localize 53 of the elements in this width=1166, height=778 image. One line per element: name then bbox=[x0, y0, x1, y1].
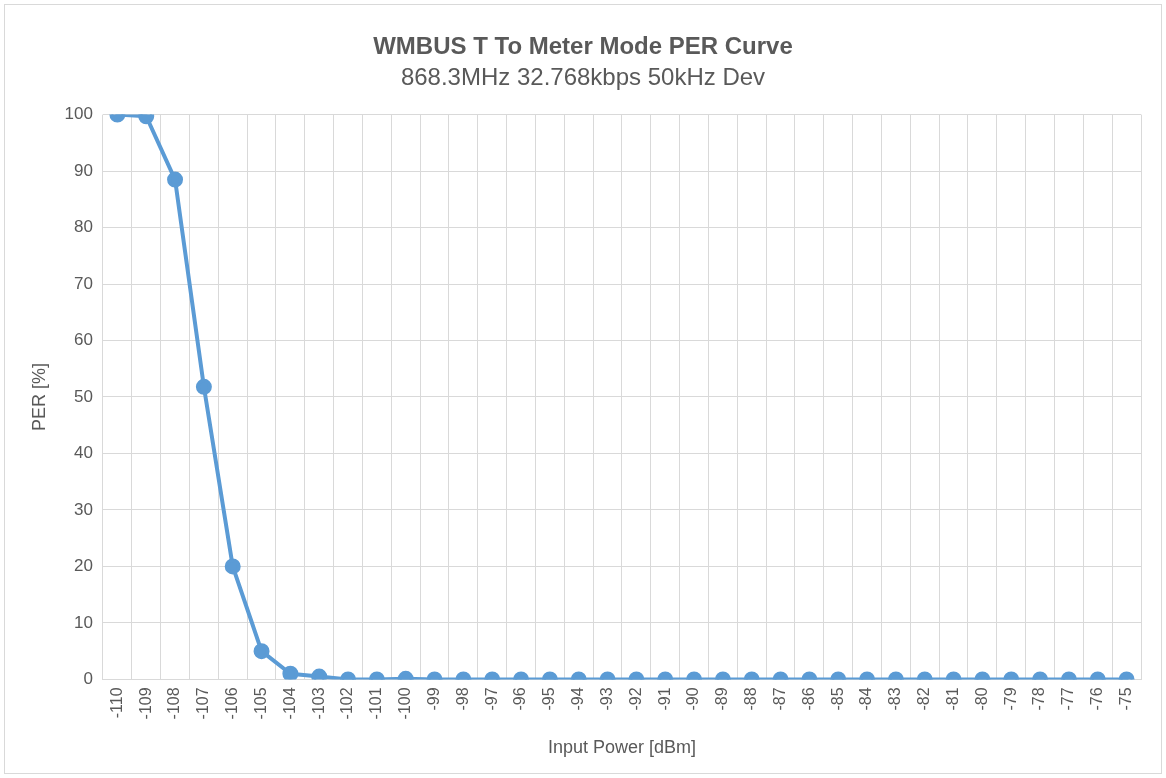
x-tick-label: -80 bbox=[972, 687, 990, 711]
x-tick-label: -88 bbox=[742, 687, 760, 711]
x-tick-label: -79 bbox=[1001, 687, 1019, 711]
x-tick-label: -103 bbox=[309, 687, 327, 720]
point bbox=[195, 378, 212, 395]
x-tick-label: -101 bbox=[367, 687, 385, 720]
x-tick-label: -75 bbox=[1116, 687, 1134, 711]
x-tick-label: -77 bbox=[1059, 687, 1077, 711]
x-tick-label: -96 bbox=[511, 687, 529, 711]
y-tick-label: 80 bbox=[74, 217, 93, 237]
y-tick-label: 50 bbox=[74, 386, 93, 406]
x-tick-label: -102 bbox=[338, 687, 356, 720]
y-tick-label: 40 bbox=[74, 443, 93, 463]
x-tick-label: -99 bbox=[424, 687, 442, 711]
x-tick-label: -100 bbox=[396, 687, 414, 720]
x-tick-label: -98 bbox=[453, 687, 471, 711]
x-tick-label: -83 bbox=[886, 687, 904, 711]
x-tick-label: -92 bbox=[626, 687, 644, 711]
x-tick-label: -109 bbox=[136, 687, 154, 720]
x-tick-label: -86 bbox=[799, 687, 817, 711]
chart-title: WMBUS T To Meter Mode PER Curve bbox=[373, 32, 793, 60]
y-tick-label: 70 bbox=[74, 273, 93, 293]
y-tick-label: 10 bbox=[74, 612, 93, 632]
x-axis-title: Input Power [dBm] bbox=[547, 737, 697, 758]
x-tick-label: -104 bbox=[280, 687, 298, 720]
chart-subtitle: 868.3MHz 32.768kbps 50kHz Dev bbox=[400, 62, 766, 90]
x-tick-label: -78 bbox=[1030, 687, 1048, 711]
x-tick-label: -110 bbox=[107, 687, 125, 719]
x-tick-label: -82 bbox=[915, 687, 933, 711]
x-tick-label: -85 bbox=[828, 687, 846, 711]
y-tick-label: 90 bbox=[74, 160, 93, 180]
x-tick-label: -107 bbox=[194, 687, 212, 720]
x-tick-label: -76 bbox=[1088, 687, 1106, 711]
y-tick-label: 60 bbox=[74, 330, 93, 350]
x-tick-label: -105 bbox=[251, 687, 269, 720]
x-tick-label: -90 bbox=[684, 687, 702, 711]
x-tick-label: -95 bbox=[540, 687, 558, 711]
x-tick-label: -81 bbox=[943, 687, 961, 711]
x-tick-label: -91 bbox=[655, 687, 673, 711]
x-tick-label: -106 bbox=[223, 687, 241, 720]
x-tick-label: -97 bbox=[482, 687, 500, 711]
x-tick-label: -87 bbox=[770, 687, 788, 711]
point bbox=[311, 668, 328, 680]
y-axis-title: PER [%] bbox=[28, 362, 49, 431]
x-tick-label: -89 bbox=[713, 687, 731, 711]
x-tick-label: -108 bbox=[165, 687, 183, 720]
y-tick-label: 0 bbox=[83, 669, 93, 689]
y-tick-label: 100 bbox=[64, 104, 93, 124]
y-tick-label: 30 bbox=[74, 499, 93, 519]
x-tick-label: -94 bbox=[569, 687, 587, 711]
y-tick-label: 20 bbox=[74, 556, 93, 576]
x-tick-label: -84 bbox=[857, 687, 875, 711]
x-tick-label: -93 bbox=[597, 687, 615, 711]
